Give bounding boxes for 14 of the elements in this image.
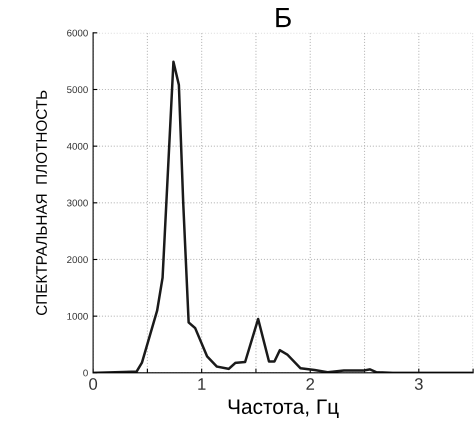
y-tick-label: 3000 — [66, 200, 88, 206]
x-tick-label: 2 — [306, 378, 314, 390]
chart-title: Б — [276, 8, 291, 28]
y-tick-label: 1000 — [67, 312, 88, 320]
y-axis-title: СПЕКТРАЛЬНАЯ ПЛОТНОСТЬ — [36, 90, 47, 316]
y-tick-label: 2000 — [67, 256, 88, 264]
y-tick-label: 4000 — [66, 142, 88, 150]
x-tick-label: 0 — [89, 378, 98, 390]
x-tick-label: 1 — [198, 378, 206, 390]
x-axis-title: Частота, Гц — [228, 400, 339, 418]
y-tick-label: 0 — [83, 370, 88, 376]
x-tick-label: 3 — [414, 378, 423, 390]
y-tick-label: 6000 — [67, 30, 88, 36]
y-tick-label: 5000 — [67, 86, 88, 94]
